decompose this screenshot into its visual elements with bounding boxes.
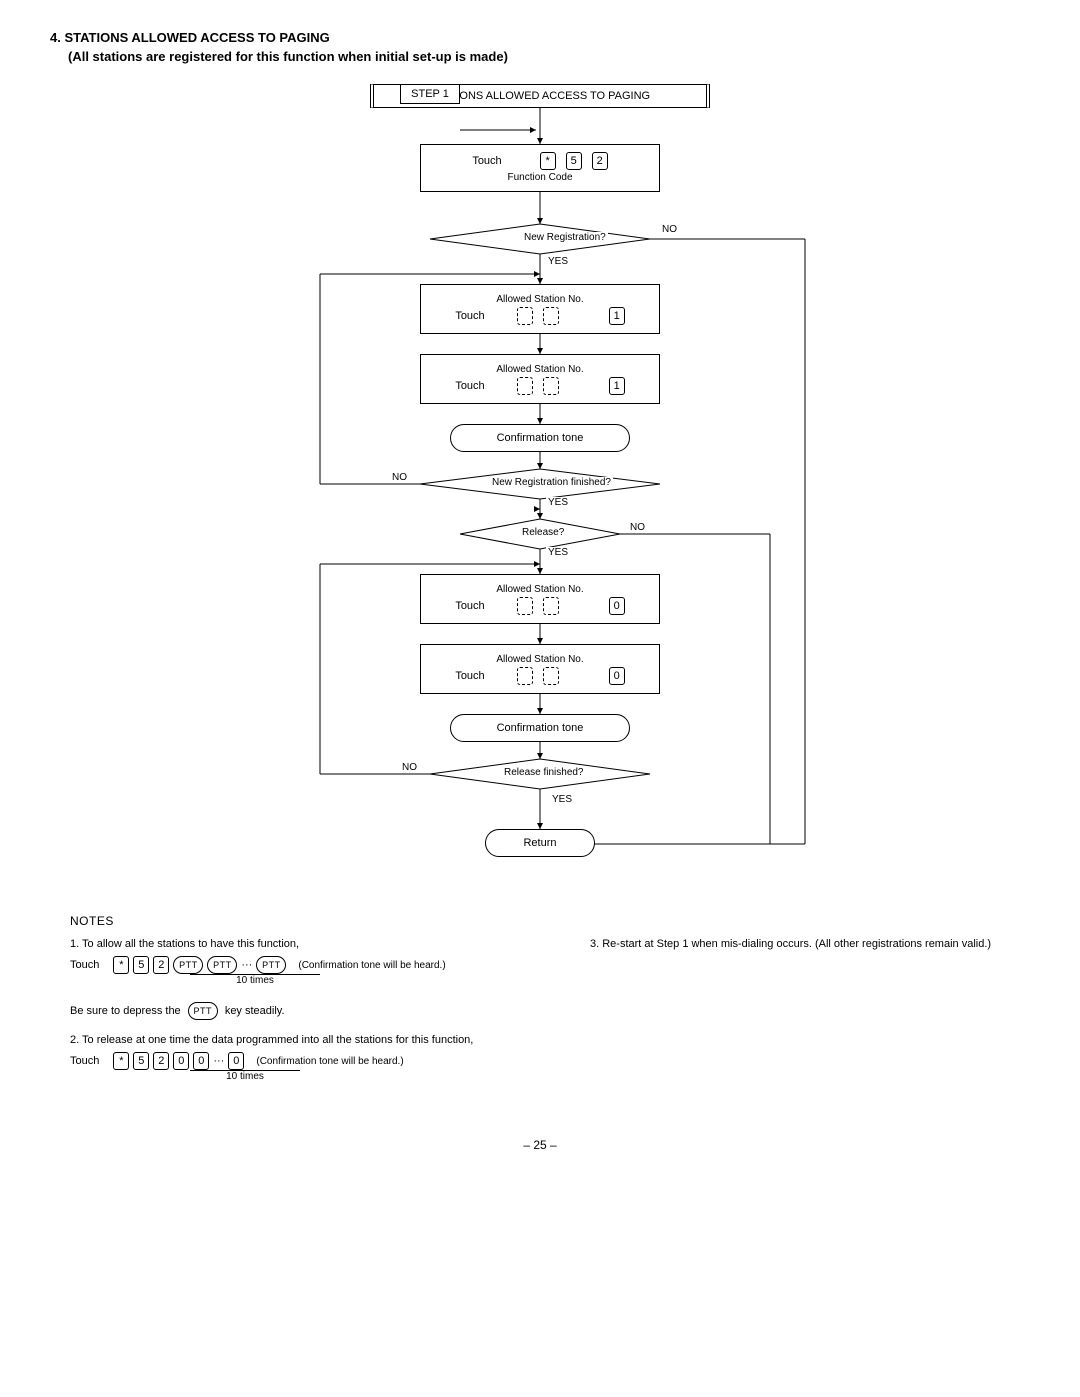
touch-label: Touch <box>472 155 501 167</box>
flow-conf-1: Confirmation tone <box>450 424 630 452</box>
notes-heading: NOTES <box>70 914 1030 928</box>
key-5: 5 <box>566 152 582 170</box>
page-number: – 25 – <box>50 1138 1030 1152</box>
touch-label-a3: Touch <box>455 600 484 612</box>
note-2-touch: Touch <box>70 1055 99 1067</box>
n1-brace: 10 times <box>236 975 274 986</box>
n2-k2: 2 <box>153 1052 169 1070</box>
lbl-no-1: NO <box>660 224 679 235</box>
lbl-yes-2: YES <box>546 497 570 508</box>
key-blank-a4b <box>543 667 559 685</box>
lbl-no-3: NO <box>628 522 647 533</box>
n1-k5: ··· <box>241 959 252 971</box>
key-1-b: 1 <box>609 377 625 395</box>
function-code-label: Function Code <box>507 172 572 183</box>
notes-col-left: 1. To allow all the stations to have thi… <box>70 938 510 1098</box>
lbl-yes-1: YES <box>546 256 570 267</box>
key-blank-a1a <box>517 307 533 325</box>
key-blank-a2b <box>543 377 559 395</box>
lbl-no-4: NO <box>400 762 419 773</box>
flow-allowed-4: Allowed Station No. Touch 0 <box>420 644 660 694</box>
key-star: * <box>540 152 556 170</box>
note-1: 1. To allow all the stations to have thi… <box>70 938 510 1020</box>
flow-conf-2: Confirmation tone <box>450 714 630 742</box>
n1-tail-end: key steadily. <box>225 1005 285 1017</box>
section-subheading: (All stations are registered for this fu… <box>68 49 1030 64</box>
flow-return: Return <box>485 829 595 857</box>
notes-section: 1. To allow all the stations to have thi… <box>70 938 1030 1098</box>
notes-col-right: 3. Re-start at Step 1 when mis-dialing o… <box>590 938 1030 1098</box>
diamond-release-text: Release? <box>520 527 566 538</box>
n1-side: (Confirmation tone will be heard.) <box>298 960 445 971</box>
note-1-touch: Touch <box>70 959 99 971</box>
allowed-label-1: Allowed Station No. <box>496 294 583 305</box>
diamond-finish2-text: Release finished? <box>502 767 586 778</box>
n1-tail: Be sure to depress the <box>70 1005 181 1017</box>
key-0-b: 0 <box>609 667 625 685</box>
key-blank-a3a <box>517 597 533 615</box>
n1-k1: 5 <box>133 956 149 974</box>
flow-touch-fn: Touch * 5 2 Function Code <box>420 144 660 192</box>
key-blank-a3b <box>543 597 559 615</box>
n2-k3: 0 <box>173 1052 189 1070</box>
touch-label-a1: Touch <box>455 310 484 322</box>
n2-k4: 0 <box>193 1052 209 1070</box>
n2-brace: 10 times <box>226 1071 264 1082</box>
note-2: 2. To release at one time the data progr… <box>70 1034 510 1084</box>
lbl-yes-3: YES <box>546 547 570 558</box>
key-2: 2 <box>592 152 608 170</box>
note-2-text: 2. To release at one time the data progr… <box>70 1034 510 1046</box>
n2-side: (Confirmation tone will be heard.) <box>256 1056 403 1067</box>
key-blank-a4a <box>517 667 533 685</box>
key-blank-a1b <box>543 307 559 325</box>
section-heading: 4. STATIONS ALLOWED ACCESS TO PAGING <box>50 30 1030 45</box>
key-1-a: 1 <box>609 307 625 325</box>
n2-k1: 5 <box>133 1052 149 1070</box>
flow-step1: STEP 1 <box>400 84 460 104</box>
allowed-label-4: Allowed Station No. <box>496 654 583 665</box>
allowed-label-3: Allowed Station No. <box>496 584 583 595</box>
key-blank-a2a <box>517 377 533 395</box>
n2-k6: 0 <box>228 1052 244 1070</box>
flowchart: STATIONS ALLOWED ACCESS TO PAGING STEP 1… <box>230 84 850 874</box>
note-3: 3. Re-start at Step 1 when mis-dialing o… <box>590 938 1030 950</box>
note-1-text: 1. To allow all the stations to have thi… <box>70 938 510 950</box>
lbl-no-2: NO <box>390 472 409 483</box>
n1-k0: * <box>113 956 129 974</box>
n1-k2: 2 <box>153 956 169 974</box>
n1-k4: PTT <box>207 956 237 974</box>
n2-k0: * <box>113 1052 129 1070</box>
n2-k5: ··· <box>213 1055 224 1067</box>
flow-allowed-1: Allowed Station No. Touch 1 <box>420 284 660 334</box>
lbl-yes-4: YES <box>550 794 574 805</box>
n1-tail-key: PTT <box>188 1002 218 1020</box>
flow-allowed-2: Allowed Station No. Touch 1 <box>420 354 660 404</box>
diamond-newreg-text: New Registration? <box>522 232 608 243</box>
touch-label-a4: Touch <box>455 670 484 682</box>
n1-k3: PTT <box>173 956 203 974</box>
diamond-finish1-text: New Registration finished? <box>490 477 613 488</box>
key-0-a: 0 <box>609 597 625 615</box>
touch-label-a2: Touch <box>455 380 484 392</box>
n1-k6: PTT <box>256 956 286 974</box>
allowed-label-2: Allowed Station No. <box>496 364 583 375</box>
flow-allowed-3: Allowed Station No. Touch 0 <box>420 574 660 624</box>
